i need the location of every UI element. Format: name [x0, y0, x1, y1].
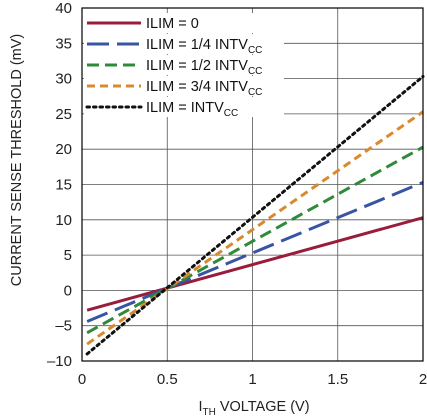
- legend-item-background: [84, 55, 284, 75]
- x-axis-title-main: I: [198, 399, 202, 415]
- y-tick-label: 35: [55, 35, 72, 52]
- x-tick-label: 0: [78, 371, 86, 388]
- x-axis-title-rest: VOLTAGE (V): [216, 399, 310, 415]
- series-line-0: [86, 216, 424, 312]
- y-tick-label: –10: [47, 353, 72, 370]
- legend-label: ILIM = 3/4 INTVCC: [146, 79, 262, 98]
- series-lines: [85, 74, 425, 356]
- series-line-2: [86, 145, 424, 335]
- y-tick-label: 25: [55, 106, 72, 123]
- x-tick-label: 1.5: [327, 371, 348, 388]
- series-line-3: [86, 110, 424, 346]
- x-tick-label: 0.5: [157, 371, 178, 388]
- x-tick-label: 1: [248, 371, 256, 388]
- legend-label-main: ILIM = 3/4 INTV: [146, 79, 248, 95]
- x-axis-title-subscript: TH: [202, 407, 215, 418]
- y-tick-label: –5: [55, 318, 72, 335]
- legend-item-background: [84, 13, 284, 33]
- legend-label-main: ILIM = 0: [146, 16, 199, 32]
- legend-label-main: ILIM = INTV: [146, 100, 224, 116]
- legend-label: ILIM = 0: [146, 16, 199, 32]
- legend-label-subscript: CC: [248, 66, 262, 77]
- x-tick-labels: 0 0.5 1 1.5 2: [78, 371, 427, 388]
- series-line-4: [85, 74, 425, 356]
- legend-item-background: [84, 76, 284, 96]
- legend-item-background: [84, 34, 284, 54]
- y-tick-label: 10: [55, 212, 72, 229]
- y-tick-label: 0: [64, 282, 72, 299]
- y-tick-label: 5: [64, 247, 72, 264]
- legend-label-main: ILIM = 1/4 INTV: [146, 37, 248, 53]
- legend-label: ILIM = 1/4 INTVCC: [146, 37, 262, 56]
- legend-label-subscript: CC: [248, 45, 262, 56]
- y-axis-title: CURRENT SENSE THRESHOLD (mV): [9, 34, 25, 286]
- y-tick-label: 40: [55, 0, 72, 17]
- plot-frame: [81, 7, 424, 362]
- y-tick-label: 20: [55, 141, 72, 158]
- legend-label-main: ILIM = 1/2 INTV: [146, 58, 248, 74]
- legend-label: ILIM = INTVCC: [146, 100, 238, 119]
- legend-item-background: [84, 97, 284, 117]
- series-line-1: [86, 180, 424, 323]
- y-tick-labels: –10 –5 0 5 10 15 20 25 30 35 40: [47, 0, 72, 370]
- legend-label-subscript: CC: [248, 87, 262, 98]
- x-tick-label: 2: [419, 371, 427, 388]
- y-tick-label: 30: [55, 71, 72, 88]
- legend-label: ILIM = 1/2 INTVCC: [146, 58, 262, 77]
- x-axis-title: ITH VOLTAGE (V): [198, 399, 309, 418]
- legend-label-subscript: CC: [224, 108, 238, 119]
- y-tick-label: 15: [55, 177, 72, 194]
